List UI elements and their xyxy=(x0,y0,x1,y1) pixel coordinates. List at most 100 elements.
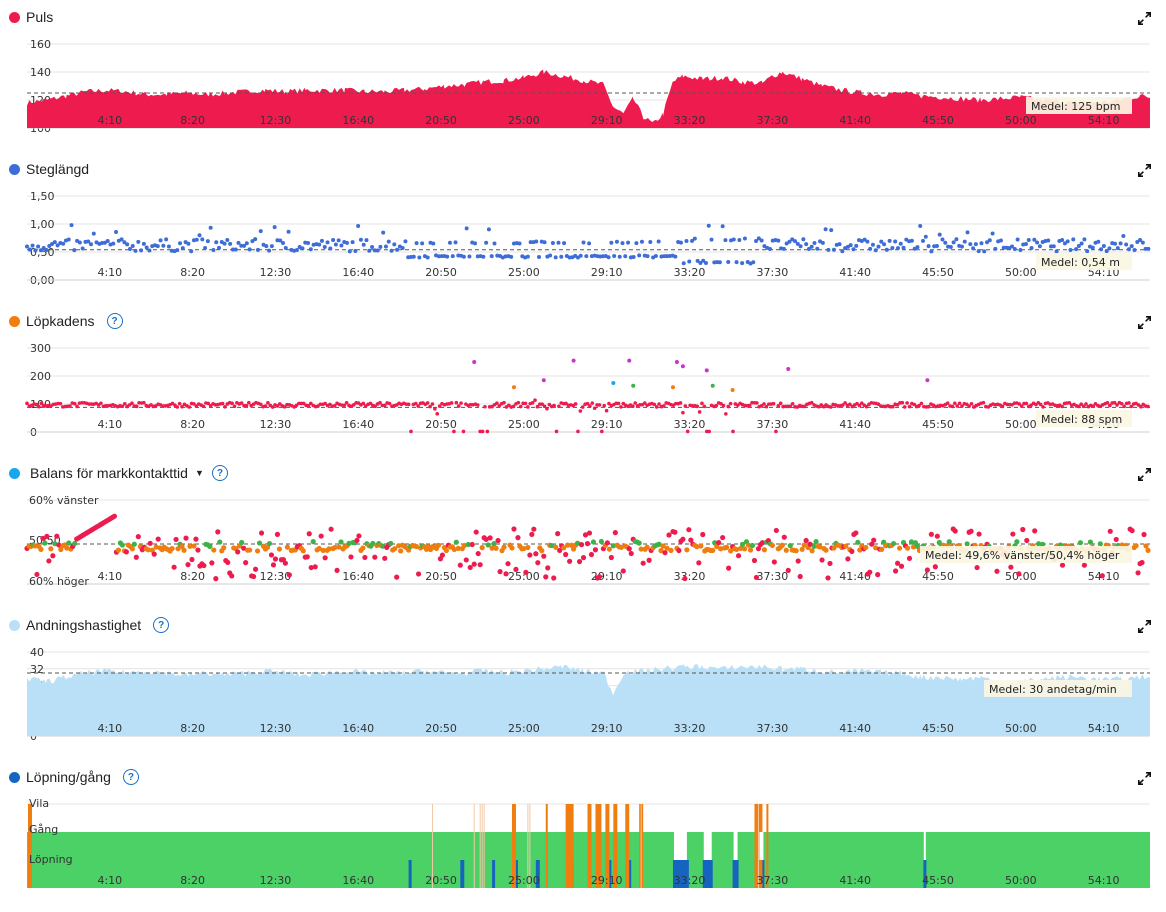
stride-point xyxy=(695,258,700,263)
cadence-point xyxy=(187,405,191,409)
stride-point xyxy=(345,240,350,245)
expand-icon[interactable] xyxy=(1138,164,1151,177)
cadence-point xyxy=(282,405,287,409)
stride-point xyxy=(417,255,422,260)
x-tick-label: 12:30 xyxy=(260,722,292,735)
stride-point xyxy=(623,254,628,259)
stride-point xyxy=(130,243,135,248)
stride-point xyxy=(370,244,375,249)
stride-point xyxy=(690,238,695,243)
expand-icon[interactable] xyxy=(1138,620,1151,633)
cadence-point xyxy=(1019,404,1024,408)
balance-point xyxy=(646,557,652,563)
balance-point xyxy=(473,529,479,535)
stride-point xyxy=(133,248,138,253)
cadence-point xyxy=(714,403,719,408)
balance-point xyxy=(334,567,340,573)
help-icon[interactable]: ? xyxy=(122,769,139,785)
balance-point xyxy=(463,557,469,563)
y-tick-label: 160 xyxy=(30,38,51,51)
balance-point xyxy=(487,535,493,541)
balance-point xyxy=(578,542,585,548)
help-icon[interactable]: ? xyxy=(106,313,123,329)
x-tick-label: 4:10 xyxy=(97,418,122,431)
balance-point xyxy=(739,541,746,547)
panel-title: Balans för markkontakttid ▼ ? xyxy=(9,463,228,483)
stride-point xyxy=(631,254,636,259)
x-tick-label: 4:10 xyxy=(97,722,122,735)
cadence-point xyxy=(58,401,63,406)
balance-point xyxy=(664,545,670,551)
stride-point xyxy=(1101,243,1106,248)
expand-icon[interactable] xyxy=(1138,12,1151,25)
cadence-point xyxy=(1079,402,1084,407)
balance-point xyxy=(906,555,913,561)
stride-point xyxy=(948,245,953,250)
cadence-point xyxy=(654,405,659,409)
stride-point xyxy=(831,247,836,252)
x-tick-label: 4:10 xyxy=(97,266,122,279)
stride-point xyxy=(687,259,692,264)
cadence-point xyxy=(955,404,960,408)
expand-icon[interactable] xyxy=(1138,468,1151,481)
stride-point xyxy=(1126,247,1131,252)
caret-down-icon[interactable]: ▼ xyxy=(194,468,204,478)
cadence-point xyxy=(578,409,583,413)
cadence-point xyxy=(945,401,950,406)
x-tick-label: 45:50 xyxy=(922,874,954,887)
balance-point xyxy=(201,562,207,569)
balance-point xyxy=(493,545,499,551)
expand-icon[interactable] xyxy=(1138,316,1151,329)
balance-point xyxy=(688,537,694,543)
balance-point xyxy=(284,544,290,550)
balance-point xyxy=(38,546,44,552)
balance-point xyxy=(797,573,803,580)
balance-point xyxy=(380,543,386,549)
help-icon[interactable]: ? xyxy=(211,465,228,481)
cadence-point xyxy=(37,404,41,409)
balance-point xyxy=(892,568,899,574)
stride-point xyxy=(247,247,252,252)
stride-point xyxy=(236,240,241,245)
stride-point xyxy=(829,228,834,233)
cadence-point xyxy=(533,398,537,402)
cadence-point xyxy=(755,401,759,405)
balance-point xyxy=(189,556,195,563)
stride-point xyxy=(804,242,809,247)
x-tick-label: 25:00 xyxy=(508,418,540,431)
stride-point xyxy=(737,237,742,242)
cadence-point xyxy=(600,429,604,434)
cadence-point xyxy=(573,402,578,406)
stride-point xyxy=(1023,241,1028,246)
balance-point xyxy=(783,547,789,553)
cadence-point xyxy=(406,402,411,407)
stride-point xyxy=(517,241,522,246)
cadence-point xyxy=(1060,404,1064,409)
balance-point xyxy=(785,567,791,574)
cadence-point xyxy=(416,404,420,408)
stride-point xyxy=(639,239,644,244)
panel-title: Löpning/gång ? xyxy=(9,767,139,787)
balance-point xyxy=(827,560,833,567)
stride-point xyxy=(217,245,222,250)
stride-point xyxy=(634,241,639,246)
stride-point xyxy=(175,248,180,253)
balance-point xyxy=(1135,570,1141,576)
balance-point xyxy=(439,552,446,558)
cadence-outlier-point xyxy=(611,381,616,385)
balance-point xyxy=(310,539,316,545)
stride-point xyxy=(1113,241,1118,246)
balance-point xyxy=(576,558,583,565)
cadence-point xyxy=(957,401,962,406)
stride-point xyxy=(787,239,792,244)
help-icon[interactable]: ? xyxy=(153,617,170,633)
balance-point xyxy=(904,545,911,551)
stride-point xyxy=(887,238,892,243)
expand-icon[interactable] xyxy=(1138,772,1151,785)
balance-point xyxy=(356,533,362,539)
x-tick-label: 41:40 xyxy=(839,874,871,887)
stride-point xyxy=(230,247,235,252)
x-tick-label: 4:10 xyxy=(97,874,122,887)
balance-point xyxy=(608,554,614,561)
balance-point xyxy=(1107,528,1113,534)
